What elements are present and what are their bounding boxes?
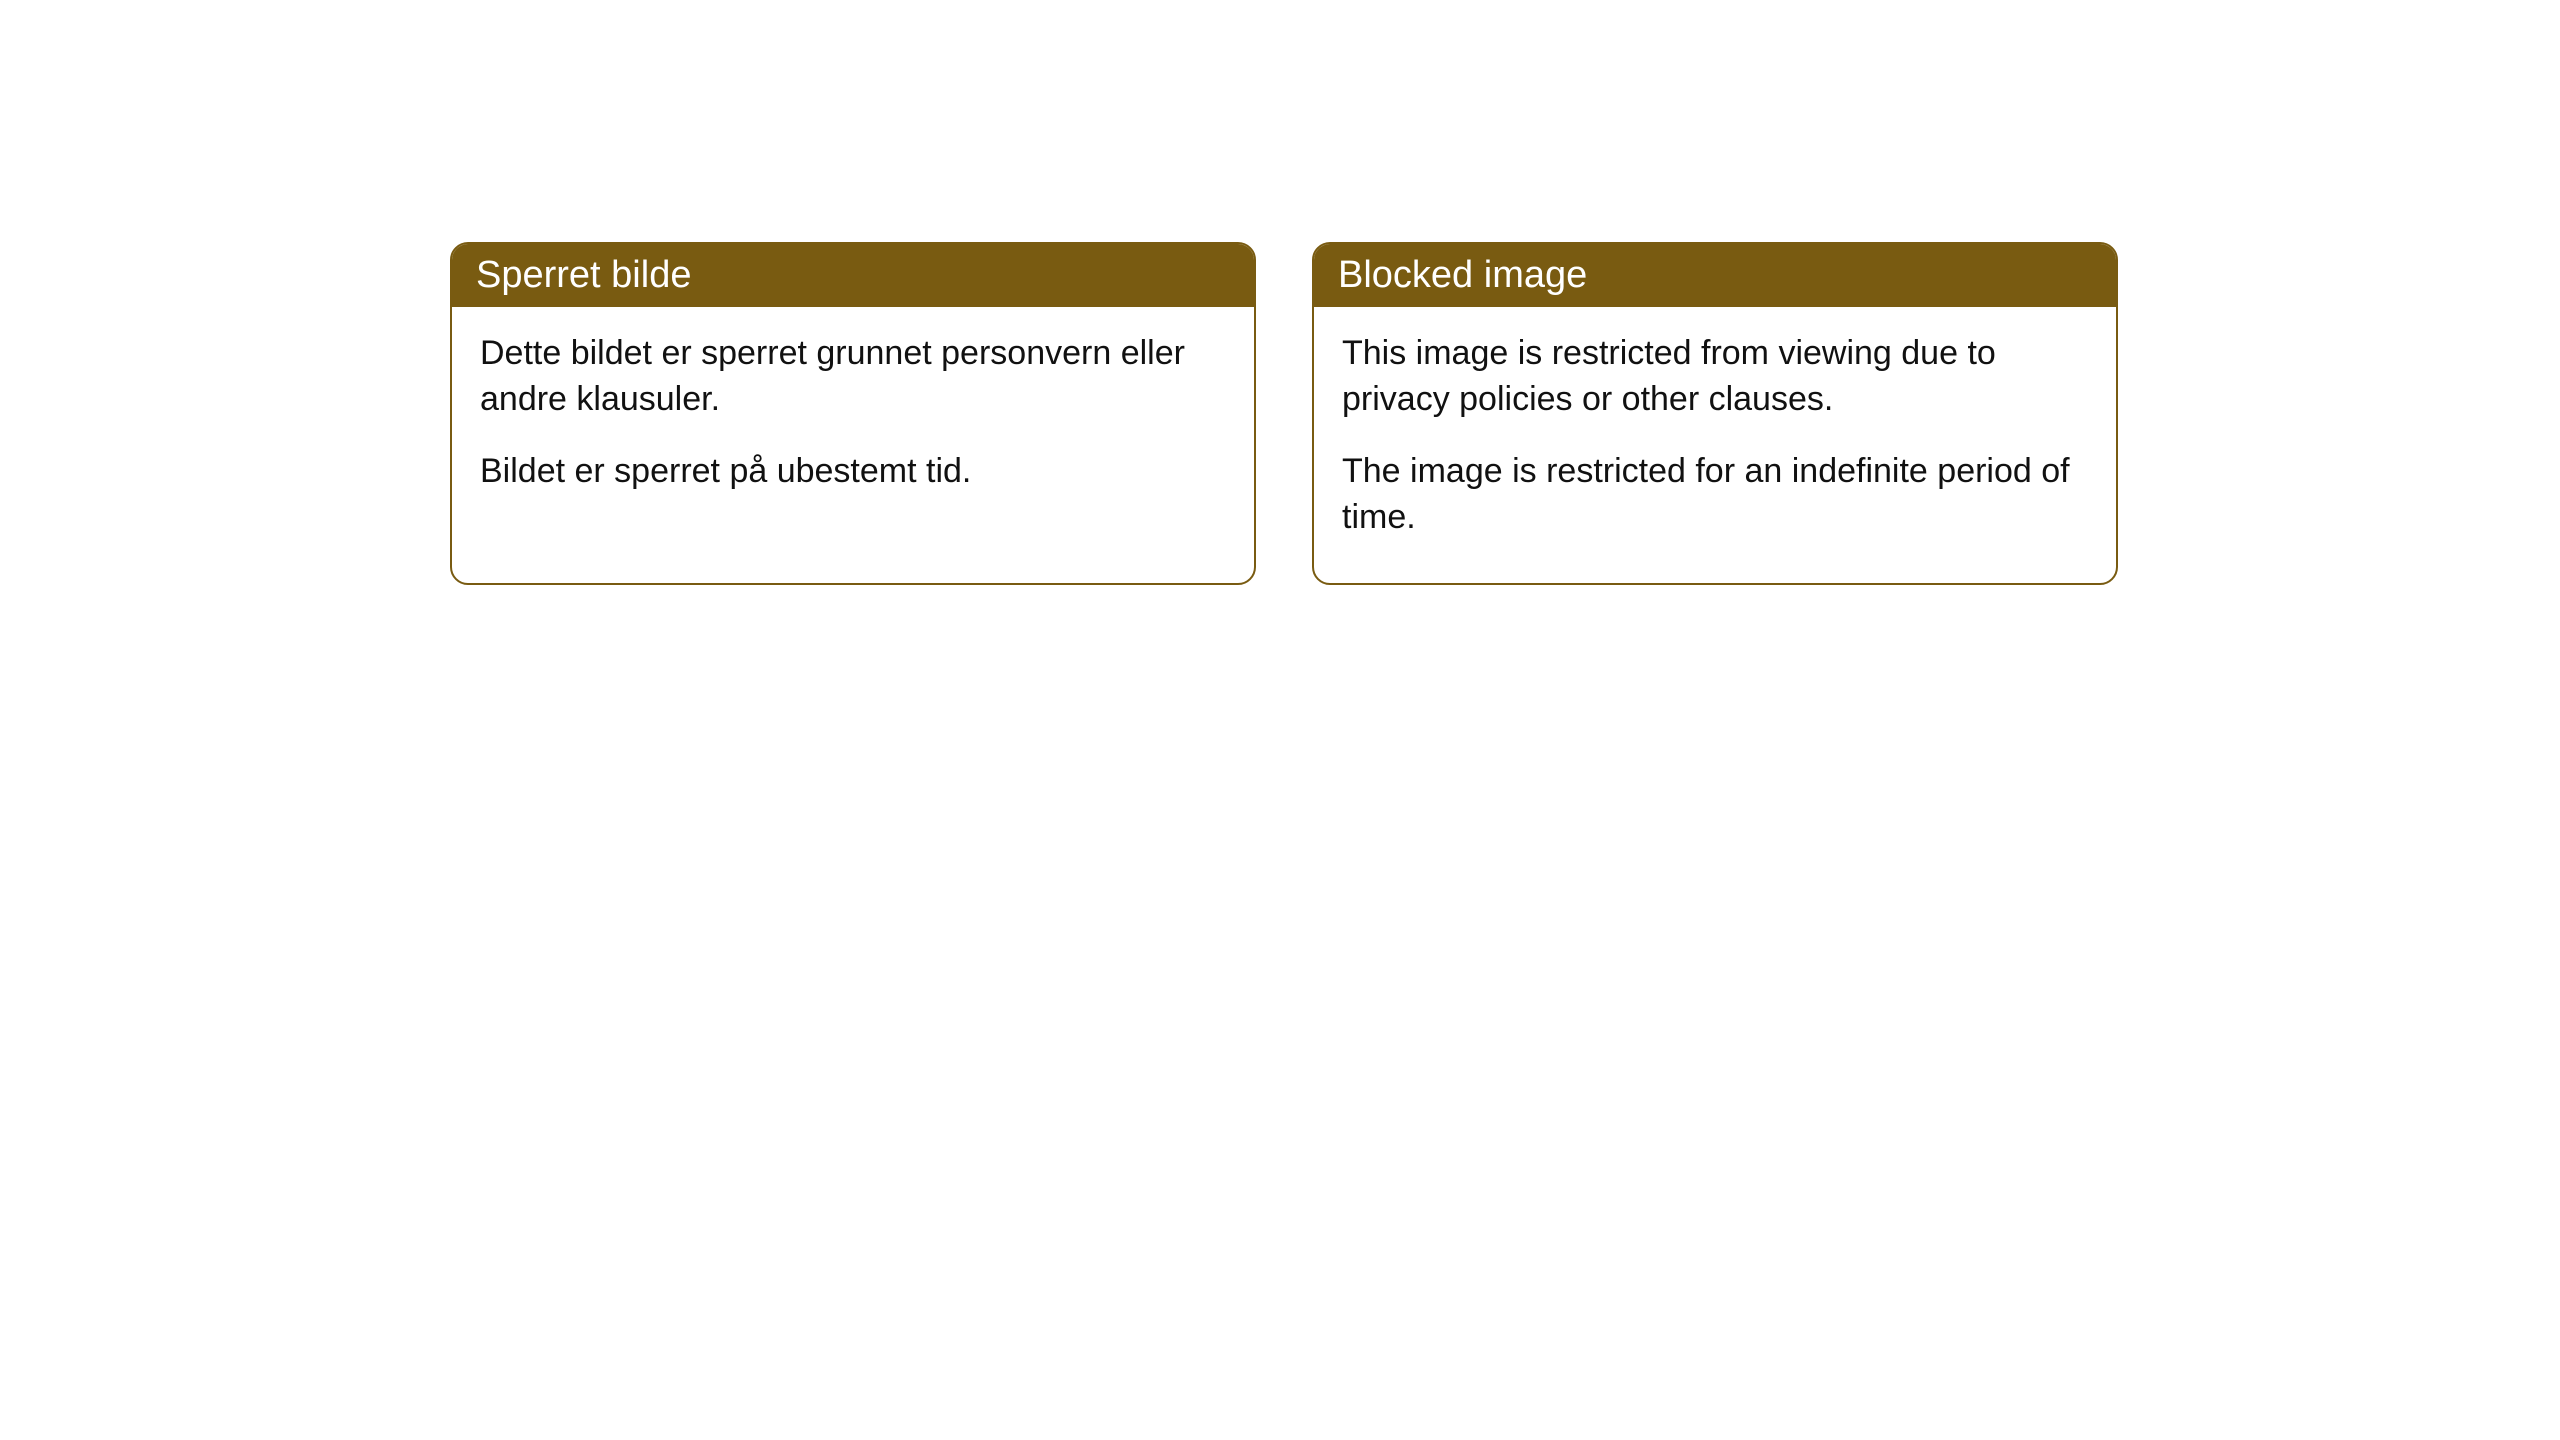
card-title: Blocked image bbox=[1338, 254, 1587, 296]
card-header-norwegian: Sperret bilde bbox=[452, 244, 1254, 307]
blocked-image-card-norwegian: Sperret bilde Dette bildet er sperret gr… bbox=[450, 242, 1256, 585]
blocked-image-card-english: Blocked image This image is restricted f… bbox=[1312, 242, 2118, 585]
card-header-english: Blocked image bbox=[1314, 244, 2116, 307]
card-body-norwegian: Dette bildet er sperret grunnet personve… bbox=[452, 307, 1254, 537]
cards-container: Sperret bilde Dette bildet er sperret gr… bbox=[450, 242, 2118, 585]
card-paragraph-1: Dette bildet er sperret grunnet personve… bbox=[480, 331, 1226, 423]
card-paragraph-1: This image is restricted from viewing du… bbox=[1342, 331, 2088, 423]
card-paragraph-2: The image is restricted for an indefinit… bbox=[1342, 449, 2088, 541]
card-title: Sperret bilde bbox=[476, 254, 691, 296]
card-body-english: This image is restricted from viewing du… bbox=[1314, 307, 2116, 583]
card-paragraph-2: Bildet er sperret på ubestemt tid. bbox=[480, 449, 1226, 495]
